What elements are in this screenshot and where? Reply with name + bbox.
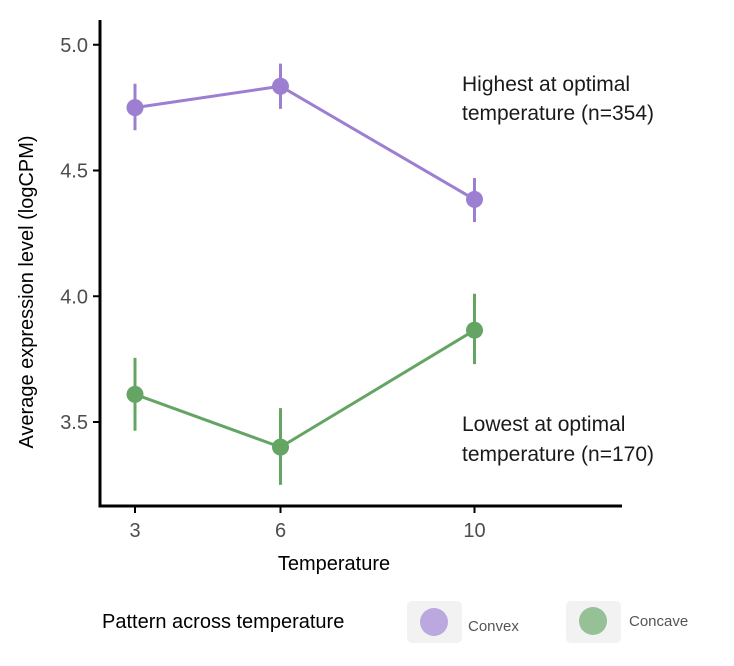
data-point-convex (272, 77, 289, 95)
legend-dot-convex (420, 608, 448, 636)
series-line-convex (134, 84, 476, 201)
legend-item-convex: Convex (407, 601, 519, 643)
x-tick-label: 10 (463, 520, 485, 542)
annotation-convex: Highest at optimal temperature (n=354) (462, 73, 654, 125)
y-tick-label: 5.0 (60, 35, 88, 57)
x-tick-label: 3 (129, 520, 140, 542)
series-convex (126, 63, 483, 223)
y-axis-ticks: 3.5 4.0 4.5 5.0 (60, 35, 100, 434)
data-point-concave (126, 385, 144, 403)
y-tick-label: 4.0 (60, 286, 88, 308)
legend-label-convex: Convex (468, 618, 519, 635)
series-concave (126, 293, 483, 485)
y-axis-title: Average expression level (logCPM) (16, 135, 38, 448)
data-point-convex (466, 190, 483, 208)
data-point-concave (272, 438, 289, 456)
legend: Pattern across temperature Convex Concav… (102, 601, 688, 643)
x-axis-ticks: 3 6 10 (129, 506, 486, 542)
y-tick-label: 4.5 (60, 161, 88, 183)
annotation-concave: Lowest at optimal temperature (n=170) (462, 413, 654, 466)
y-tick-label: 3.5 (60, 412, 88, 434)
series-line-concave (134, 328, 476, 449)
plot-area (126, 63, 483, 485)
data-point-concave (466, 321, 483, 339)
x-axis-title: Temperature (278, 553, 390, 575)
x-tick-label: 6 (275, 520, 286, 542)
legend-label-concave: Concave (629, 613, 688, 630)
data-point-convex (126, 99, 144, 117)
legend-title: Pattern across temperature (102, 611, 344, 633)
legend-item-concave: Concave (566, 601, 688, 643)
legend-dot-concave (579, 607, 607, 635)
